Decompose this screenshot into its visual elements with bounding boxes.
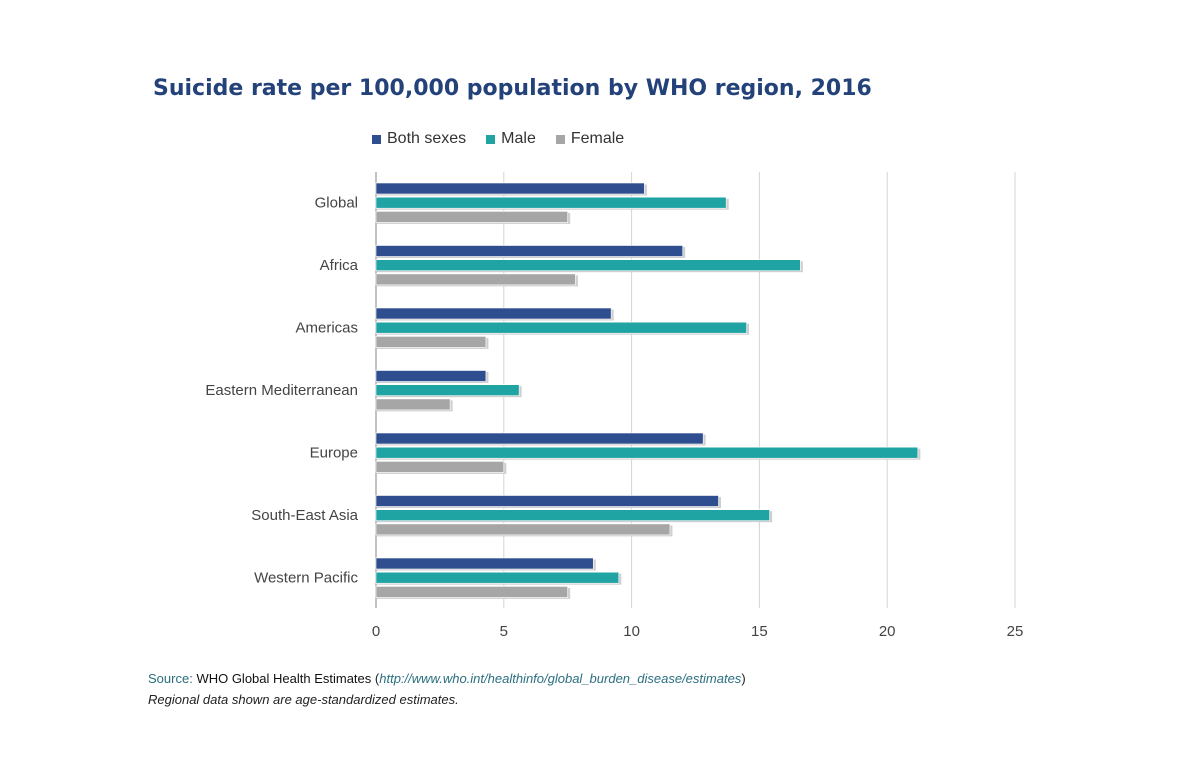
legend-item-female: Female	[555, 130, 625, 148]
source-org: WHO Global Health Estimates	[196, 671, 372, 686]
category-label-global: Global	[315, 195, 358, 212]
legend-swatch-both-sexes	[372, 134, 381, 144]
chart-footer: Source: WHO Global Health Estimates (htt…	[148, 668, 746, 710]
footnote: Regional data shown are age-standardized…	[148, 692, 459, 707]
chart-legend: Both sexes Male Female	[372, 128, 624, 150]
source-line: Source: WHO Global Health Estimates (htt…	[148, 668, 746, 689]
bar-western-pacific-both-sexes	[375, 557, 594, 570]
category-label-europe: Europe	[310, 445, 358, 462]
category-label-americas: Americas	[295, 320, 358, 337]
bar-africa-female	[375, 273, 576, 286]
bar-eastern-mediterranean-female	[375, 398, 451, 411]
bar-global-female	[375, 211, 568, 223]
x-tick-label-0: 0	[372, 623, 380, 640]
source-label: Source:	[148, 671, 193, 686]
bar-europe-female	[375, 461, 505, 473]
bar-americas-male	[375, 321, 747, 334]
legend-item-male: Male	[486, 130, 536, 148]
x-tick-label-10: 10	[623, 623, 640, 640]
bar-eastern-mediterranean-male	[375, 384, 520, 397]
bar-south-east-asia-both-sexes	[375, 495, 719, 507]
legend-label-both-sexes: Both sexes	[387, 130, 467, 147]
bar-africa-both-sexes	[375, 245, 684, 257]
category-label-western-pacific: Western Pacific	[254, 570, 358, 587]
bar-western-pacific-male	[375, 571, 620, 584]
category-label-africa: Africa	[320, 257, 359, 274]
category-label-south-east-asia: South-East Asia	[251, 507, 358, 524]
source-paren-close: )	[741, 671, 746, 686]
legend-item-both-sexes: Both sexes	[372, 130, 466, 148]
bar-western-pacific-female	[375, 586, 568, 598]
source-url: http://www.who.int/healthinfo/global_bur…	[379, 671, 742, 686]
bar-americas-both-sexes	[375, 307, 612, 320]
bar-eastern-mediterranean-both-sexes	[375, 370, 487, 382]
bar-americas-female	[375, 336, 487, 348]
x-tick-label-25: 25	[1007, 623, 1024, 640]
x-tick-label-20: 20	[879, 623, 896, 640]
bar-africa-male	[375, 259, 801, 272]
bar-south-east-asia-male	[375, 509, 770, 522]
legend-swatch-female	[555, 134, 565, 144]
x-tick-label-5: 5	[500, 623, 508, 640]
bar-south-east-asia-female	[375, 523, 671, 536]
legend-swatch-male	[486, 134, 496, 144]
chart-title: Suicide rate per 100,000 population by W…	[153, 76, 872, 101]
x-tick-label-15: 15	[751, 623, 768, 640]
legend-label-female: Female	[570, 130, 625, 147]
bar-global-both-sexes	[375, 182, 645, 195]
source-paren-open: (	[374, 671, 380, 686]
bar-global-male	[375, 196, 727, 209]
bar-europe-both-sexes	[375, 432, 704, 445]
bar-europe-male	[375, 446, 919, 459]
legend-label-male: Male	[501, 130, 536, 147]
category-label-eastern-mediterranean: Eastern Mediterranean	[205, 382, 358, 399]
